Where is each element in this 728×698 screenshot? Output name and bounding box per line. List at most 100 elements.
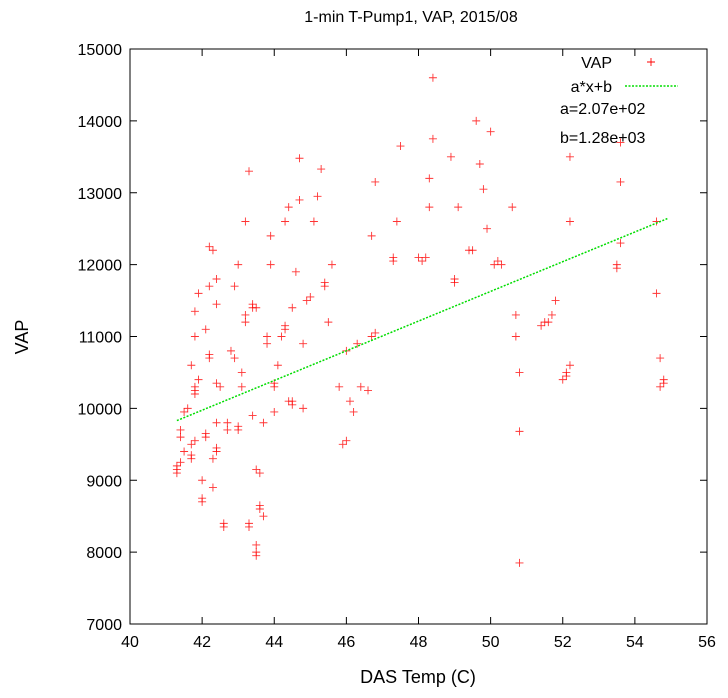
data-point — [320, 278, 329, 287]
annotation-a: a=2.07e+02 — [560, 101, 646, 118]
data-point — [547, 310, 556, 319]
data-point — [345, 397, 354, 406]
data-point — [259, 418, 268, 427]
data-point — [255, 501, 264, 510]
data-point — [255, 469, 264, 478]
data-point — [450, 275, 459, 283]
data-point — [176, 458, 185, 467]
data-point — [565, 361, 574, 370]
data-point — [537, 321, 546, 330]
data-point — [234, 260, 243, 269]
data-point — [652, 289, 661, 298]
data-point — [212, 443, 221, 452]
x-tick-label: 52 — [554, 634, 572, 651]
data-point — [263, 332, 272, 341]
data-point — [356, 382, 365, 391]
data-point — [367, 332, 376, 341]
data-point — [201, 325, 210, 334]
data-point — [479, 185, 488, 194]
y-tick-label: 13000 — [78, 186, 123, 203]
data-point — [317, 165, 326, 174]
data-point — [306, 292, 315, 301]
data-point — [212, 418, 221, 427]
data-point — [252, 548, 261, 557]
data-point — [349, 407, 358, 416]
data-point — [194, 289, 203, 298]
data-point — [490, 260, 499, 269]
data-point — [187, 440, 196, 449]
x-axis-label: DAS Temp (C) — [360, 667, 476, 687]
data-point — [241, 310, 250, 319]
x-tick-label: 56 — [698, 634, 716, 651]
data-point — [616, 239, 625, 248]
y-tick-label: 15000 — [78, 42, 123, 59]
data-point — [252, 465, 261, 474]
data-point — [562, 372, 571, 381]
legend-marker-plus — [647, 58, 655, 66]
data-point — [364, 386, 373, 395]
data-point — [223, 425, 232, 434]
data-point — [205, 350, 214, 359]
data-point — [353, 339, 362, 348]
legend-marker-vap — [647, 58, 655, 66]
data-point — [428, 73, 437, 82]
data-point — [208, 483, 217, 492]
data-point — [324, 318, 333, 327]
data-point — [223, 418, 232, 427]
data-point — [367, 231, 376, 240]
data-point — [190, 332, 199, 341]
data-point — [273, 361, 282, 370]
data-point — [309, 217, 318, 226]
data-point — [266, 231, 275, 240]
data-point — [176, 433, 185, 442]
data-point — [288, 303, 297, 312]
data-point — [454, 203, 463, 212]
data-point — [472, 116, 481, 125]
data-point — [515, 368, 524, 377]
data-point — [342, 436, 351, 445]
x-tick-label: 48 — [410, 634, 428, 651]
data-point — [656, 354, 665, 363]
legend-label-vap: VAP — [581, 55, 612, 72]
data-point — [425, 203, 434, 212]
data-point — [616, 177, 625, 186]
data-point — [180, 447, 189, 456]
data-point — [295, 195, 304, 204]
y-tick-label: 9000 — [86, 473, 122, 490]
data-point — [190, 307, 199, 316]
data-point — [208, 454, 217, 463]
data-point — [187, 451, 196, 460]
data-point — [263, 339, 272, 348]
data-point — [421, 253, 430, 262]
x-tick-label: 42 — [193, 634, 211, 651]
data-point — [205, 242, 214, 251]
data-point — [612, 260, 621, 269]
chart-title: 1-min T-Pump1, VAP, 2015/08 — [304, 9, 518, 26]
data-point — [259, 512, 268, 521]
y-tick-label: 8000 — [86, 545, 122, 562]
data-point — [508, 203, 517, 212]
data-point — [313, 192, 322, 201]
data-point — [302, 296, 311, 305]
data-point — [266, 260, 275, 269]
data-point — [511, 310, 520, 319]
data-point — [230, 282, 239, 291]
data-point — [190, 436, 199, 445]
data-point — [212, 275, 221, 283]
x-tick-label: 54 — [626, 634, 644, 651]
data-point — [190, 382, 199, 391]
data-point — [187, 361, 196, 370]
data-point — [219, 519, 228, 528]
data-point — [234, 422, 243, 431]
data-point — [248, 411, 257, 420]
data-point — [396, 142, 405, 151]
data-point — [212, 300, 221, 309]
data-point — [446, 152, 455, 161]
data-point — [248, 300, 257, 309]
data-point — [208, 246, 217, 255]
data-point — [544, 318, 553, 327]
data-point — [371, 177, 380, 186]
data-point — [288, 397, 297, 406]
data-point — [327, 260, 336, 269]
x-tick-label: 50 — [482, 634, 500, 651]
